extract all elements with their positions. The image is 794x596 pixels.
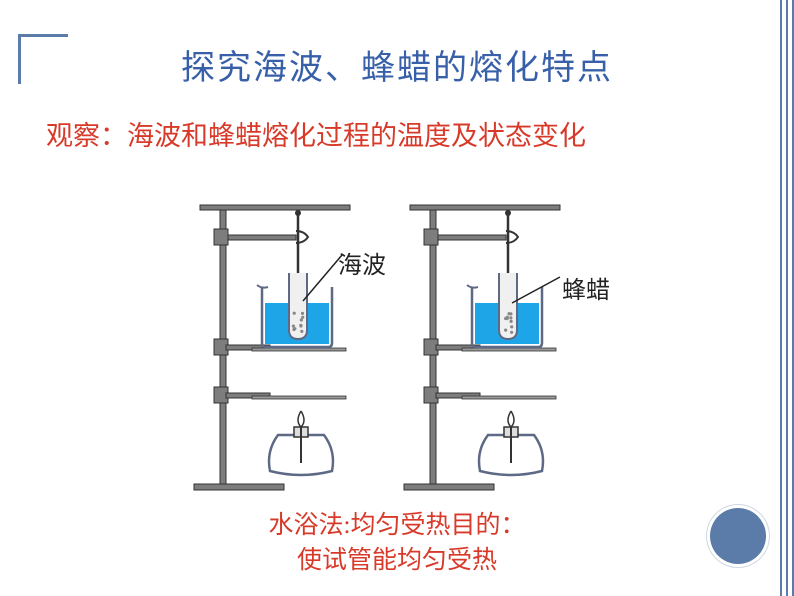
subtitle-body: 海波和蜂蜡熔化过程的温度及状态变化 (127, 121, 586, 151)
slide-title: 探究海波、蜂蜡的熔化特点 (0, 40, 794, 89)
caption-line-1: 水浴法:均匀受热目的： (0, 505, 794, 541)
caption-line-2: 使试管能均匀受热 (0, 540, 794, 576)
subtitle-prefix: 观察： (46, 121, 127, 151)
observation-text: 观察：海波和蜂蜡熔化过程的温度及状态变化 (46, 118, 666, 156)
apparatus-diagram (190, 195, 610, 500)
